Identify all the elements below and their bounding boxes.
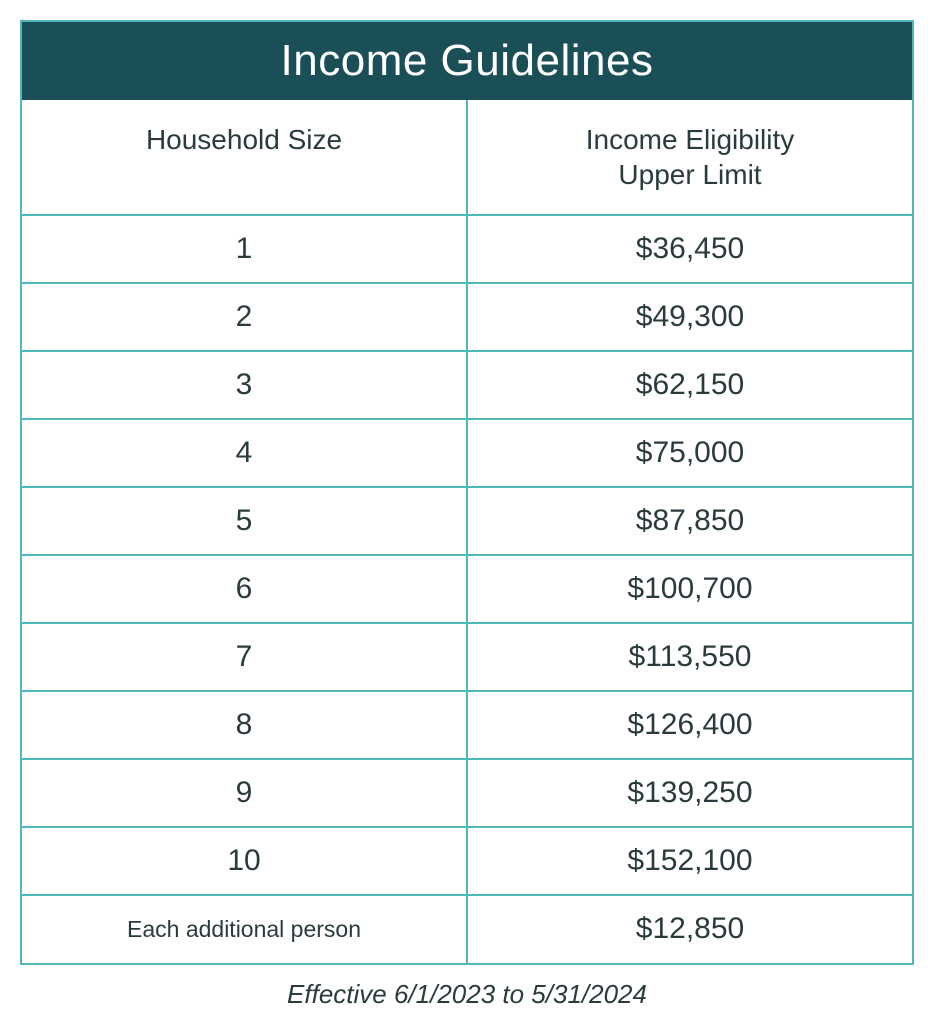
column-header-income-limit: Income Eligibility Upper Limit	[468, 100, 912, 214]
household-size-cell: 3	[22, 352, 466, 418]
household-size-cell: 2	[22, 284, 466, 350]
table-header-row: Household Size Income Eligibility Upper …	[22, 100, 912, 216]
income-limit-cell: $87,850	[468, 488, 912, 554]
income-limit-cell: $62,150	[468, 352, 912, 418]
table-row: 3$62,150	[22, 352, 912, 420]
income-limit-cell: $75,000	[468, 420, 912, 486]
table-footer-row: Each additional person$12,850	[22, 896, 912, 963]
additional-person-amount-cell: $12,850	[468, 896, 912, 963]
household-size-cell: 1	[22, 216, 466, 282]
additional-person-label-cell: Each additional person	[22, 896, 466, 963]
income-limit-cell: $152,100	[468, 828, 912, 894]
table-row: 8$126,400	[22, 692, 912, 760]
table-row: 1$36,450	[22, 216, 912, 284]
table-row: 7$113,550	[22, 624, 912, 692]
income-limit-cell: $139,250	[468, 760, 912, 826]
income-limit-cell: $126,400	[468, 692, 912, 758]
income-limit-cell: $49,300	[468, 284, 912, 350]
column-header-household-size: Household Size	[22, 100, 466, 214]
income-limit-cell: $100,700	[468, 556, 912, 622]
income-limit-cell: $113,550	[468, 624, 912, 690]
income-limit-cell: $36,450	[468, 216, 912, 282]
table-row: 5$87,850	[22, 488, 912, 556]
table-row: 9$139,250	[22, 760, 912, 828]
household-size-cell: 6	[22, 556, 466, 622]
column-header-line1: Income Eligibility	[586, 124, 795, 155]
column-header-line2: Upper Limit	[618, 159, 761, 190]
table-row: 4$75,000	[22, 420, 912, 488]
table-title: Income Guidelines	[22, 22, 912, 100]
effective-date-footnote: Effective 6/1/2023 to 5/31/2024	[20, 965, 914, 1014]
household-size-cell: 10	[22, 828, 466, 894]
household-size-cell: 7	[22, 624, 466, 690]
household-size-cell: 8	[22, 692, 466, 758]
table-row: 2$49,300	[22, 284, 912, 352]
household-size-cell: 4	[22, 420, 466, 486]
household-size-cell: 9	[22, 760, 466, 826]
household-size-cell: 5	[22, 488, 466, 554]
table-row: 6$100,700	[22, 556, 912, 624]
table-row: 10$152,100	[22, 828, 912, 896]
income-guidelines-table: Income Guidelines Household Size Income …	[20, 20, 914, 965]
table-body: 1$36,4502$49,3003$62,1504$75,0005$87,850…	[22, 216, 912, 963]
